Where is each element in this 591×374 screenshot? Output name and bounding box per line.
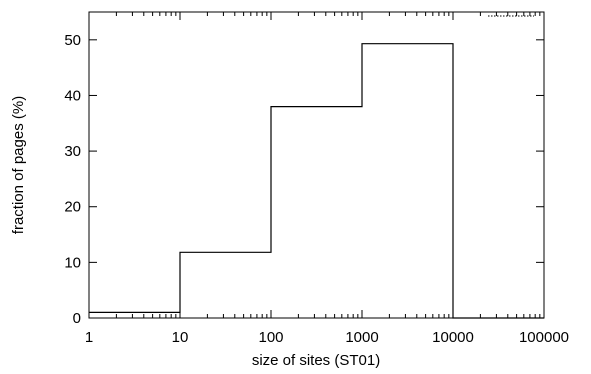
y-tick-label: 30	[64, 143, 81, 160]
x-tick-label: 1000	[345, 329, 378, 346]
x-axis-ticks: 1 10 100 1000 10000 100000	[85, 12, 569, 346]
x-tick-label: 10	[172, 329, 189, 346]
plot-frame	[88, 11, 545, 319]
x-axis-label: size of sites (ST01)	[252, 352, 380, 369]
y-axis-label: fraction of pages (%)	[10, 96, 27, 234]
y-tick-label: 50	[64, 32, 81, 49]
x-tick-label: 1	[85, 329, 93, 346]
x-tick-label: 10000	[432, 329, 474, 346]
y-tick-label: 40	[64, 87, 81, 104]
x-tick-label: 100000	[519, 329, 569, 346]
y-tick-label: 20	[64, 199, 81, 216]
histogram-step-line	[89, 43, 544, 319]
y-tick-label: 10	[64, 254, 81, 271]
y-tick-label: 0	[73, 310, 81, 327]
y-axis-ticks: 0 10 20 30 40 50	[64, 32, 544, 327]
x-tick-label: 100	[258, 329, 283, 346]
